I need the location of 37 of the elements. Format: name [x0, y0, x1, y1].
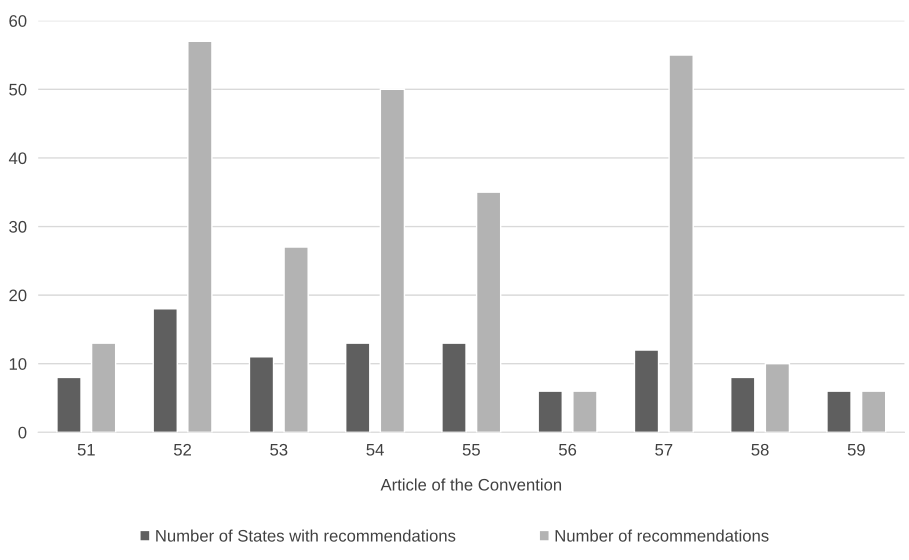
- y-tick-label: 20: [9, 290, 26, 302]
- x-tick-label: 57: [655, 444, 672, 456]
- bar: [634, 349, 660, 432]
- x-tick-label: 58: [751, 444, 769, 456]
- bar: [476, 192, 502, 432]
- bar: [668, 54, 694, 432]
- x-tick-label: 59: [848, 444, 865, 456]
- bar: [56, 376, 82, 432]
- y-tick-label: 50: [9, 84, 26, 96]
- x-tick-label: 55: [462, 444, 480, 456]
- bar: [90, 342, 116, 432]
- bar: [380, 88, 406, 432]
- x-tick-label: 51: [78, 444, 95, 456]
- x-axis-title: Article of the Convention: [380, 478, 562, 491]
- bar: [538, 390, 563, 432]
- x-tick-label: 52: [174, 444, 191, 456]
- x-tick-label: 56: [558, 444, 576, 456]
- y-tick-label: 60: [9, 15, 26, 27]
- legend-label: Number of recommendations: [556, 529, 769, 542]
- bar: [345, 342, 370, 432]
- bar: [283, 246, 309, 432]
- y-tick-label: 30: [9, 220, 26, 233]
- y-tick-label: 0: [18, 426, 26, 439]
- legend-label: Number of States with recommendations: [156, 529, 456, 542]
- bar: [572, 390, 598, 432]
- bar: [441, 342, 467, 432]
- x-tick-label: 54: [366, 444, 384, 456]
- bar: [248, 356, 274, 432]
- bar: [764, 363, 790, 432]
- y-tick-label: 40: [8, 152, 26, 164]
- y-tick-label: 10: [10, 358, 26, 370]
- bar: [826, 390, 852, 432]
- x-tick-label: 53: [270, 444, 288, 456]
- bar: [187, 40, 213, 432]
- bar: [860, 390, 886, 432]
- bar: [730, 376, 756, 432]
- bar: [152, 308, 178, 432]
